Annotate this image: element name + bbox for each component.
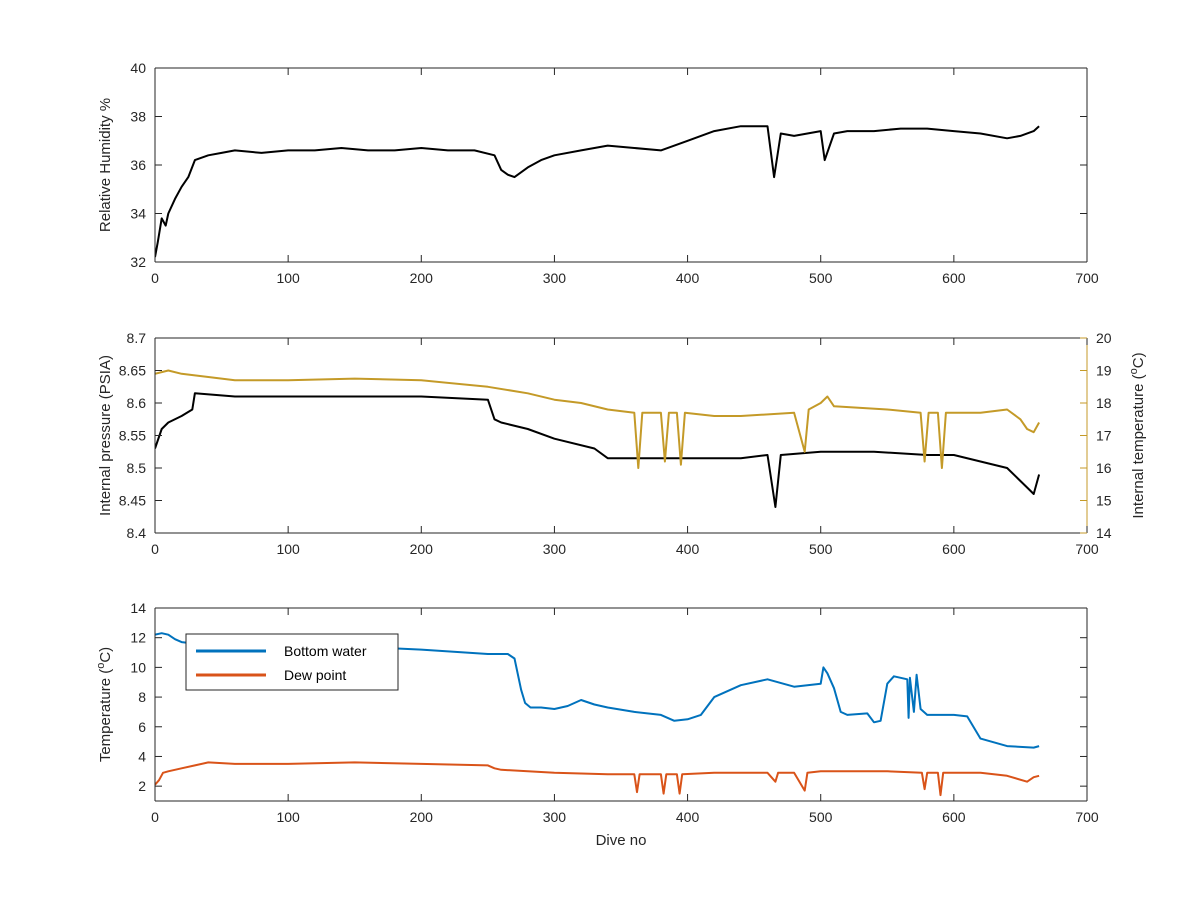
x-tick-label: 400: [676, 270, 700, 286]
y-tick-label: 4: [138, 748, 146, 764]
series-line-dew-point: [155, 761, 1040, 797]
x-tick-label: 200: [410, 270, 434, 286]
y-right-tick-label: 20: [1096, 330, 1112, 346]
x-tick-label: 200: [410, 541, 434, 557]
y-tick-label: 8.7: [127, 330, 147, 346]
y-tick-label: 38: [130, 109, 146, 125]
plot-area: [155, 338, 1087, 533]
x-tick-label: 0: [151, 541, 159, 557]
y-axis-title: Relative Humidity %: [97, 98, 114, 232]
x-tick-label: 500: [809, 270, 833, 286]
y-axis-title-degree: o: [95, 663, 107, 669]
y-axis-title: Internal pressure (PSIA): [97, 355, 114, 516]
chart-panel-3: 0 100 200 300 400 500 600 700 2 4 6 8 10 12 14 Temperat…: [95, 600, 1099, 849]
x-tick-label: 500: [809, 541, 833, 557]
y-right-tick-label: 18: [1096, 395, 1112, 411]
x-tick-label: 600: [942, 270, 966, 286]
y-tick-label: 8.5: [127, 460, 147, 476]
y-tick-label: 12: [130, 630, 146, 646]
legend-label-bottom-water: Bottom water: [284, 643, 367, 659]
y-tick-label: 8.45: [119, 493, 146, 509]
x-tick-label: 100: [276, 809, 300, 825]
x-tick-label: 700: [1075, 809, 1099, 825]
x-tick-label: 400: [676, 809, 700, 825]
y-tick-label: 34: [130, 206, 146, 222]
x-tick-label: 700: [1075, 541, 1099, 557]
x-tick-label: 300: [543, 809, 567, 825]
y-right-tick-label: 14: [1096, 525, 1112, 541]
y-tick-label: 8.4: [127, 525, 147, 541]
y-tick-label: 2: [138, 778, 146, 794]
chart-panel-1: 0 100 200 300 400 500 600 700 32 34 36 38 40 Relative…: [97, 60, 1099, 286]
y-tick-label: 40: [130, 60, 146, 76]
x-axis-title: Dive no: [596, 832, 647, 849]
x-tick-label: 600: [942, 541, 966, 557]
x-tick-label: 300: [543, 270, 567, 286]
x-tick-label: 0: [151, 270, 159, 286]
y-right-axis-title: Internal temperature (oC): [1128, 352, 1147, 518]
series-group: [155, 369, 1041, 508]
y-tick-label: 32: [130, 254, 146, 270]
legend-label-dew-point: Dew point: [284, 667, 346, 683]
series-line-bottom-water: [155, 632, 1040, 749]
y-tick-label: 8.6: [127, 395, 147, 411]
series-group: [155, 632, 1040, 797]
x-tick-label: 0: [151, 809, 159, 825]
y-right-tick-label: 16: [1096, 460, 1112, 476]
series-group: [155, 125, 1040, 258]
y-right-tick-label: 17: [1096, 428, 1112, 444]
y-right-axis-title-unit: C): [1130, 352, 1147, 368]
series-line-right-axis: [155, 369, 1040, 469]
y-right-axis-title-degree: o: [1128, 368, 1140, 374]
plot-area: [155, 68, 1087, 262]
y-right-tick-label: 15: [1096, 493, 1112, 509]
y-tick-label: 8.55: [119, 428, 146, 444]
x-tick-label: 100: [276, 270, 300, 286]
chart-panel-2: 0 100 200 300 400 500 600 700 8.4 8.45 8.5 8.55 8.6 8…: [97, 330, 1147, 557]
y-right-tick-label: 19: [1096, 363, 1112, 379]
y-axis-title: Temperature (oC): [95, 647, 114, 762]
series-line-left-axis: [155, 392, 1041, 508]
y-tick-label: 6: [138, 719, 146, 735]
x-tick-label: 200: [410, 809, 434, 825]
x-tick-label: 300: [543, 541, 567, 557]
x-tick-label: 600: [942, 809, 966, 825]
x-tick-label: 500: [809, 809, 833, 825]
y-tick-label: 8: [138, 689, 146, 705]
y-tick-label: 10: [130, 659, 146, 675]
y-axis-title-unit: C): [97, 647, 114, 663]
series-line-left-axis: [155, 125, 1040, 258]
y-tick-label: 14: [130, 600, 146, 616]
y-tick-label: 8.65: [119, 363, 146, 379]
legend: Bottom water Dew point: [185, 633, 399, 691]
legend-box: [185, 633, 399, 691]
x-tick-label: 100: [276, 541, 300, 557]
x-tick-label: 400: [676, 541, 700, 557]
y-tick-label: 36: [130, 157, 146, 173]
x-tick-label: 700: [1075, 270, 1099, 286]
